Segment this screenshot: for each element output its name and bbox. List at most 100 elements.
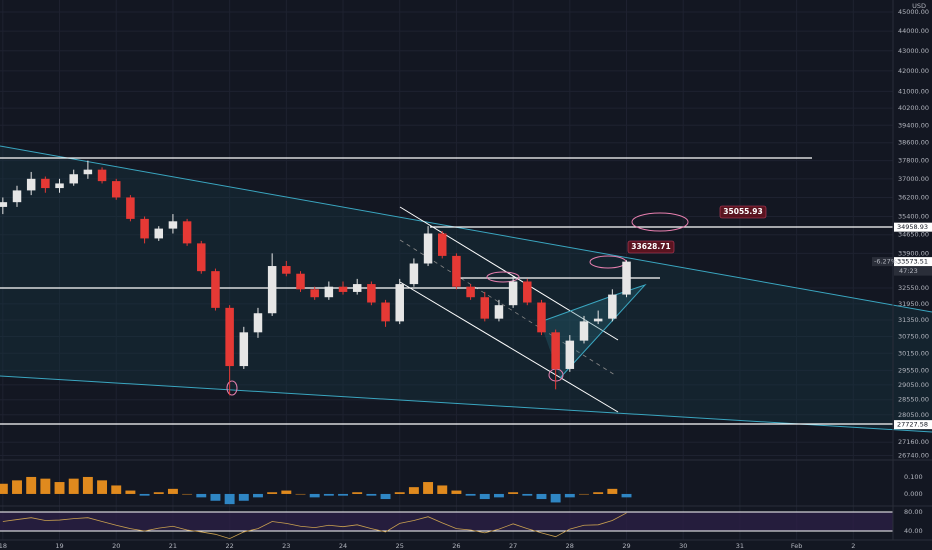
macd-bar (522, 493, 533, 496)
candle-body (69, 174, 78, 184)
candle-body (296, 273, 305, 290)
x-tick-label: 18 (0, 542, 7, 550)
macd-bar (210, 493, 221, 501)
candle-body (126, 197, 135, 219)
y-tick-label: 38600.00 (898, 139, 929, 147)
y-tick-label: 28550.00 (898, 396, 929, 404)
macd-bar (82, 476, 93, 494)
macd-bar (593, 492, 604, 494)
macd-bar (465, 493, 476, 496)
x-tick-label: 26 (452, 542, 460, 550)
y-tick-label: 37000.00 (898, 175, 929, 183)
x-tick-label: 27 (509, 542, 517, 550)
candle-body (267, 266, 277, 314)
y-tick-label: 39400.00 (898, 121, 929, 129)
macd-bar (26, 476, 37, 494)
y-tick-label: 44000.00 (898, 27, 929, 35)
y-tick-label: 31950.00 (898, 300, 929, 308)
macd-bar (323, 493, 334, 496)
macd-bar (153, 492, 164, 494)
candle-body (197, 243, 206, 272)
candle-body (41, 178, 50, 189)
candle-body (622, 261, 631, 295)
candle-body (523, 281, 532, 303)
annotation: 35055.93 (723, 207, 762, 216)
rsi-tick-label: 80.00 (904, 508, 923, 516)
price-label-box (894, 420, 932, 430)
countdown-label: 47:23 (899, 267, 918, 275)
candle-body (12, 190, 22, 203)
candle-body (182, 221, 192, 244)
candle-body (367, 284, 376, 303)
y-tick-label: 29050.00 (898, 381, 929, 389)
macd-bar (366, 493, 377, 496)
change-label: -6.27% (874, 258, 897, 266)
y-tick-label: 30750.00 (898, 332, 929, 340)
y-tick-label: 28050.00 (898, 411, 929, 419)
annotation-box (627, 240, 675, 254)
y-tick-label: 26740.00 (898, 452, 929, 460)
macd-bar (437, 485, 448, 494)
candle-body (494, 305, 504, 319)
annotation-box (719, 205, 767, 219)
candle-body (310, 289, 319, 298)
change-box (872, 257, 893, 267)
y-tick-label: 30150.00 (898, 349, 929, 357)
candle-body (97, 169, 107, 182)
x-tick-label: 25 (396, 542, 404, 550)
macd-bar (394, 492, 405, 494)
macd-bar (621, 493, 632, 498)
currency: USD (912, 2, 926, 10)
candle-body (211, 271, 220, 308)
macd-bar (352, 492, 363, 494)
price-label: 27727.58 (897, 421, 928, 429)
x-tick-label: 30 (679, 542, 687, 550)
x-tick-label: 23 (282, 542, 290, 550)
macd-bar (267, 492, 278, 494)
x-tick-label: 21 (169, 542, 177, 550)
countdown-box (894, 266, 932, 276)
macd-bar (111, 485, 122, 494)
candle-body (593, 318, 603, 322)
trend-line (0, 145, 932, 313)
rsi-line (2, 512, 627, 540)
macd-bar (579, 493, 589, 495)
candle-body (111, 181, 121, 198)
macd-bar (12, 480, 22, 494)
highlight (486, 271, 520, 283)
candle-body (338, 286, 348, 292)
candle-body (282, 266, 291, 274)
annotation: 33628.71 (631, 242, 670, 251)
macd-bar (423, 482, 434, 494)
candle-body (466, 286, 475, 298)
y-tick-label: 41000.00 (898, 87, 929, 95)
trend-line (0, 375, 932, 433)
x-tick-label: 19 (55, 542, 63, 550)
rsi-tick-label: 40.00 (904, 527, 923, 535)
rsi-band (0, 511, 893, 531)
y-tick-label: 42000.00 (898, 67, 929, 75)
candle-body (83, 169, 93, 175)
macd-bar (224, 493, 235, 505)
macd-bar (309, 493, 320, 498)
candle-body (55, 183, 64, 189)
y-tick-label: 37800.00 (898, 157, 929, 165)
candle-body (437, 233, 447, 256)
x-tick-label: 2 (851, 542, 855, 550)
price-label: 34958.93 (897, 223, 928, 231)
candle-body (225, 307, 234, 367)
macd-bar (380, 493, 391, 500)
x-tick-label: Feb (791, 542, 803, 550)
candle-body (0, 202, 8, 207)
channel-line (399, 281, 619, 413)
macd-bar (408, 487, 419, 494)
candle-body (537, 302, 546, 333)
candle-body (579, 321, 589, 341)
candle-body (395, 284, 404, 322)
macd-bar (68, 478, 79, 494)
macd-bar (451, 490, 462, 494)
candle-body (409, 263, 419, 285)
highlight (226, 380, 238, 396)
y-tick-label: 27160.00 (898, 438, 929, 446)
